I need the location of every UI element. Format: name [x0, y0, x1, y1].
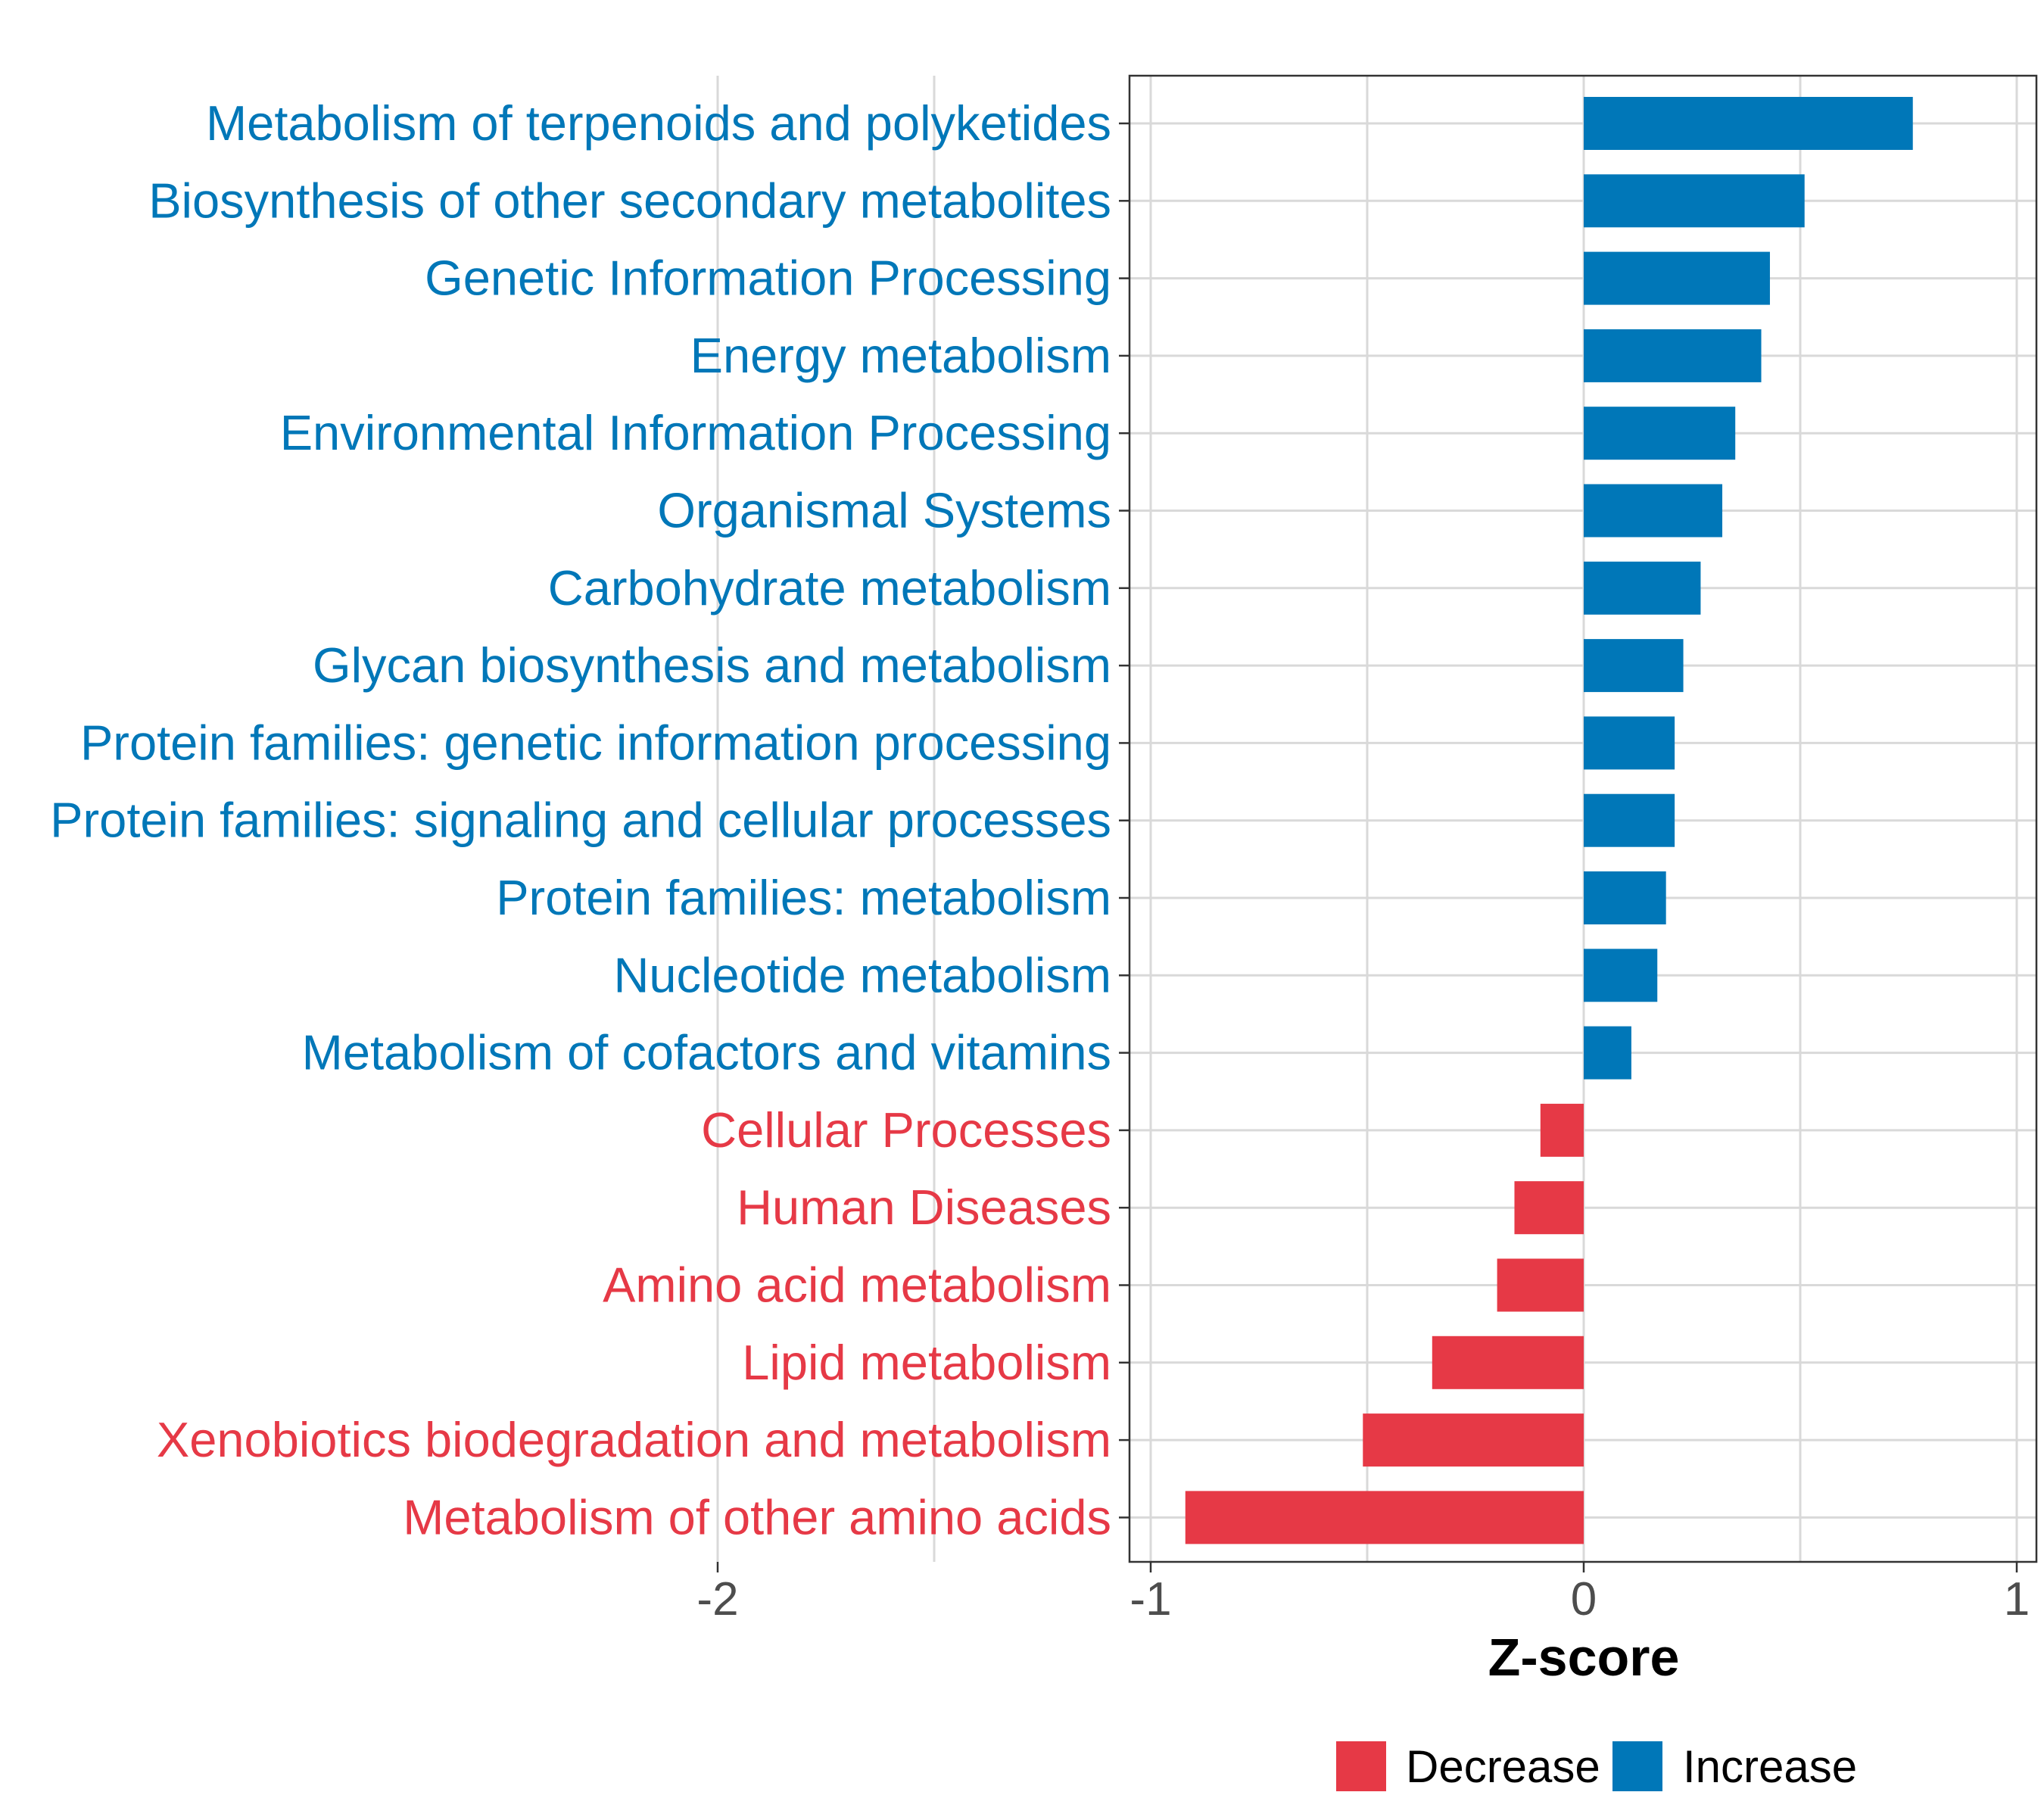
category-label: Metabolism of terpenoids and polyketides — [206, 95, 1111, 151]
bar — [1584, 484, 1723, 538]
category-label: Human Diseases — [737, 1180, 1111, 1235]
category-label: Protein families: signaling and cellular… — [50, 793, 1111, 848]
category-label: Environmental Information Processing — [280, 405, 1111, 460]
category-label: Nucleotide metabolism — [613, 947, 1111, 1002]
legend-label-increase: Increase — [1683, 1741, 1857, 1792]
category-label: Xenobiotics biodegradation and metabolis… — [157, 1412, 1111, 1467]
bar — [1584, 871, 1666, 924]
category-label: Protein families: metabolism — [496, 870, 1111, 925]
bar — [1584, 793, 1675, 847]
x-tick-label: -2 — [696, 1573, 738, 1625]
x-tick-label: 0 — [1571, 1573, 1597, 1625]
category-label: Metabolism of cofactors and vitamins — [302, 1025, 1111, 1080]
category-labels: Metabolism of terpenoids and polyketides… — [50, 95, 1111, 1544]
bar — [1497, 1258, 1584, 1312]
category-label: Metabolism of other amino acids — [403, 1489, 1111, 1544]
x-tick-label: 1 — [2004, 1573, 2030, 1625]
legend-swatch-increase — [1612, 1741, 1662, 1791]
category-label: Carbohydrate metabolism — [548, 560, 1111, 616]
category-label: Glycan biosynthesis and metabolism — [313, 637, 1111, 693]
bar — [1584, 639, 1684, 693]
legend-swatch-decrease — [1336, 1741, 1386, 1791]
bar — [1584, 407, 1736, 460]
bar — [1584, 329, 1762, 382]
bar — [1584, 251, 1770, 305]
bar — [1584, 174, 1805, 228]
category-label: Energy metabolism — [690, 328, 1111, 383]
bar — [1584, 561, 1701, 615]
bar — [1584, 716, 1675, 770]
bar — [1514, 1181, 1584, 1235]
bar — [1584, 949, 1658, 1002]
category-label: Amino acid metabolism — [603, 1258, 1111, 1313]
category-label: Cellular Processes — [701, 1102, 1111, 1158]
x-axis-ticks: -2-1012 — [696, 1562, 2030, 1625]
category-label: Lipid metabolism — [742, 1335, 1111, 1390]
bar — [1185, 1491, 1584, 1544]
legend-label-decrease: Decrease — [1406, 1741, 1600, 1792]
x-axis-title: Z-score — [1488, 1628, 1680, 1687]
x-tick-label: -1 — [1129, 1573, 1171, 1625]
y-ticks — [1119, 122, 1129, 1519]
category-label: Organismal Systems — [657, 483, 1111, 538]
bars — [1185, 97, 1913, 1544]
bar — [1363, 1413, 1584, 1467]
category-label: Protein families: genetic information pr… — [80, 715, 1111, 770]
bar — [1584, 1026, 1631, 1080]
bar — [1432, 1335, 1584, 1389]
legend: Decrease Increase — [1336, 1741, 1857, 1792]
category-label: Biosynthesis of other secondary metaboli… — [148, 173, 1111, 228]
category-label: Genetic Information Processing — [425, 251, 1111, 306]
bar — [1584, 97, 1913, 150]
bar — [1540, 1103, 1584, 1157]
